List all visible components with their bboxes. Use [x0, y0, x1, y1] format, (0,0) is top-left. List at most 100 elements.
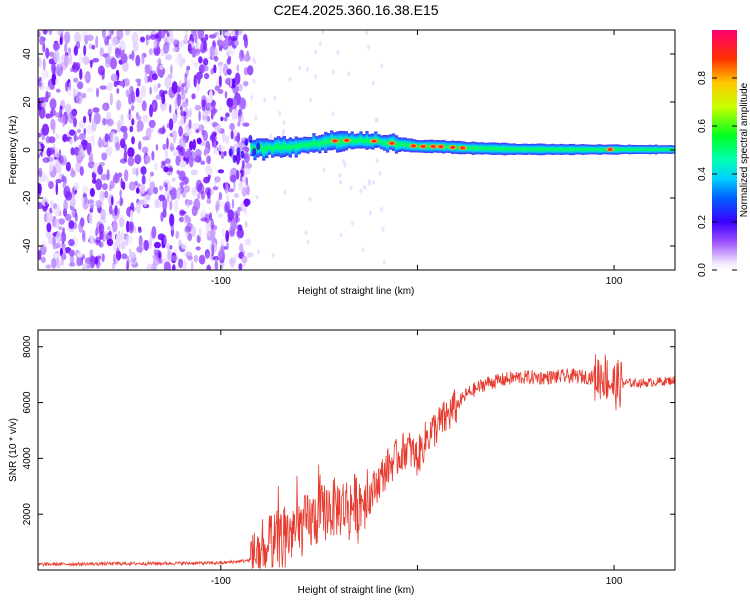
spectrogram-noise-cell	[213, 147, 218, 155]
spectrogram-noise-cell	[42, 151, 47, 159]
spectrogram-noise-cell	[55, 179, 62, 184]
spectrogram-noise-cell	[48, 58, 55, 65]
spectrogram-hotspot	[332, 139, 338, 143]
spectrogram-noise-cell	[144, 155, 151, 164]
spectrogram-noise-cell	[168, 167, 173, 172]
spectrogram-noise-cell	[243, 198, 251, 206]
spectrogram-y-tick-label: 0	[22, 147, 33, 153]
spectrogram-noise-cell	[176, 187, 181, 200]
spectrogram-noise-cell	[163, 42, 170, 54]
spectrogram-noise-cell	[95, 178, 103, 191]
spectrogram-noise-cell	[140, 183, 146, 194]
spectrogram-ridge-cell	[359, 131, 363, 149]
spectrogram-ridge	[228, 130, 675, 163]
spectrogram-noise-cell	[187, 255, 193, 261]
snr-x-tick-label: 100	[606, 576, 623, 587]
spectrogram-noise-cell	[89, 113, 92, 123]
spectrogram-noise-cell	[210, 68, 214, 75]
spectrogram-noise-cell	[46, 178, 50, 184]
spectrogram-noise-cell	[51, 84, 55, 90]
spectrogram-noise-cell	[78, 133, 86, 141]
spectrogram-noise-cell	[224, 31, 231, 37]
spectrogram-noise-cell	[95, 227, 99, 236]
spectrogram-ridge-cell	[279, 137, 284, 158]
spectrogram-noise-cell	[363, 184, 367, 190]
spectrogram-noise-cell	[112, 220, 118, 233]
spectrogram-ridge-cell	[276, 136, 281, 157]
spectrogram-noise-cell	[273, 95, 277, 101]
spectrogram-ridge-cell	[530, 143, 534, 155]
spectrogram-noise-cell	[69, 68, 74, 73]
spectrogram-noise-cell	[244, 221, 248, 228]
spectrogram-noise-cell	[211, 46, 216, 57]
spectrogram-noise-cell	[223, 150, 227, 157]
spectrogram-noise-cell	[61, 175, 65, 183]
spectrogram-noise-cell	[239, 243, 244, 253]
spectrogram-noise-cell	[190, 225, 197, 238]
spectrogram-noise-cell	[200, 41, 206, 54]
spectrogram-noise-cell	[83, 128, 87, 136]
spectrogram-noise-cell	[106, 226, 112, 231]
spectrogram-noise-cell	[229, 122, 235, 131]
spectrogram-noise-cell	[87, 108, 93, 118]
spectrogram-noise-cell	[240, 150, 245, 159]
spectrogram-noise-cell	[168, 118, 174, 131]
spectrogram-x-tick-label: 100	[606, 276, 623, 287]
spectrogram-noise-cell	[154, 162, 158, 171]
spectrogram-noise-cell	[243, 67, 249, 76]
spectrogram-ridge-cell	[518, 144, 522, 155]
spectrogram-noise-cell	[369, 210, 372, 216]
spectrogram-noise-cell	[228, 148, 233, 157]
spectrogram-noise-cell	[164, 158, 171, 165]
spectrogram-noise-cell	[378, 171, 382, 176]
spectrogram-noise-cell	[120, 40, 125, 51]
spectrogram-noise-cell	[217, 89, 224, 94]
spectrogram-ridge-cell	[498, 143, 502, 155]
spectrogram-noise-cell	[165, 182, 168, 192]
spectrogram-noise-cell	[238, 114, 245, 126]
spectrogram-noise-cell	[197, 193, 201, 200]
spectrogram-noise-cell	[157, 83, 161, 88]
spectrogram-ridge-cell	[639, 145, 643, 154]
spectrogram-ridge-cell	[492, 142, 496, 155]
spectrogram-noise-cell	[68, 220, 75, 229]
spectrogram-noise-cell	[56, 30, 64, 37]
spectrogram-noise-cell	[371, 80, 375, 86]
spectrogram-noise-cell	[102, 53, 109, 58]
spectrogram-noise-cell	[129, 125, 134, 133]
spectrogram-noise-cell	[38, 56, 41, 68]
spectrogram-noise-cell	[205, 165, 213, 177]
spectrogram-noise-cell	[233, 253, 238, 261]
spectrogram-noise-cell	[163, 261, 171, 270]
spectrogram-noise-cell	[238, 263, 243, 270]
spectrogram-ridge-cell	[545, 144, 549, 155]
spectrogram-noise-cell	[131, 118, 135, 126]
spectrogram-noise-cell	[204, 34, 209, 41]
spectrogram-noise-cell	[87, 199, 95, 204]
spectrogram-noise-cell	[236, 64, 239, 72]
spectrogram-noise-cell	[219, 201, 226, 207]
spectrogram-noise-cell	[82, 142, 88, 151]
spectrogram-noise-cell	[236, 229, 242, 238]
spectrogram-noise-cell	[214, 176, 221, 183]
spectrogram-noise-cell	[78, 144, 84, 149]
spectrogram-noise-cell	[109, 180, 115, 189]
spectrogram-noise-cell	[123, 78, 130, 87]
spectrogram-noise-cell	[135, 167, 139, 177]
spectrogram-noise-cell	[42, 58, 46, 72]
spectrogram-noise-cell	[244, 238, 252, 246]
spectrogram-ridge-cell	[619, 144, 623, 155]
spectrogram-noise-cell	[171, 177, 176, 183]
spectrogram-noise-cell	[115, 232, 122, 245]
spectrogram-noise-cell	[193, 74, 197, 88]
spectrogram-noise-cell	[131, 31, 139, 45]
spectrogram-noise-cell	[209, 34, 216, 39]
spectrogram-noise-cell	[204, 187, 212, 196]
spectrogram-noise-cell	[180, 111, 187, 117]
spectrogram-noise-cell	[196, 137, 202, 145]
spectrogram-noise-cell	[169, 104, 172, 114]
spectrogram-noise-cell	[131, 50, 135, 61]
spectrogram-noise-cell	[88, 152, 94, 162]
spectrogram-noise-cell	[152, 73, 158, 81]
spectrogram-noise-cell	[248, 134, 253, 143]
